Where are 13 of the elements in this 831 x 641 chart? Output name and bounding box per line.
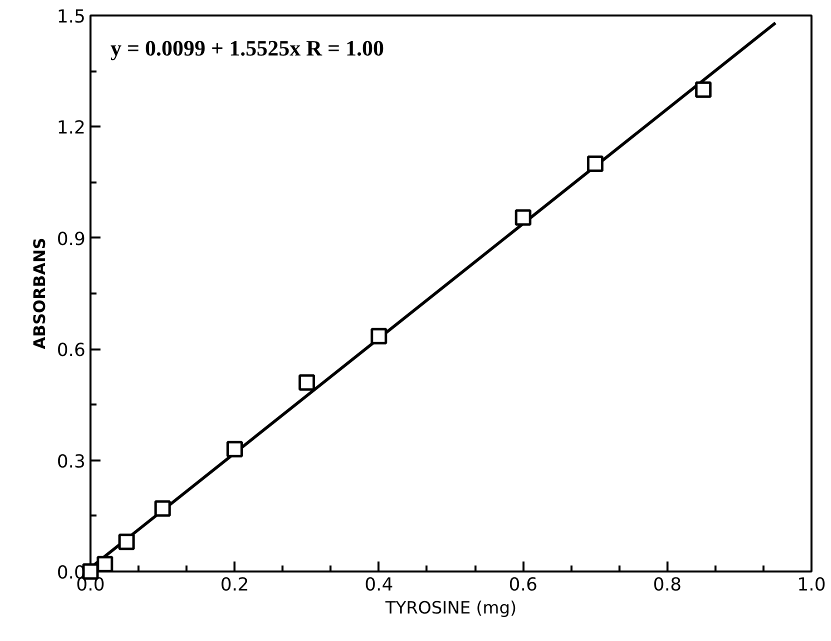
x-tick-label: 1.0 bbox=[797, 574, 826, 596]
y-tick-label: 1.5 bbox=[56, 6, 86, 28]
annotation: y = 0.0099 + 1.5525x R = 1.00 bbox=[110, 36, 384, 60]
x-tick-label: 0.6 bbox=[508, 574, 538, 596]
y-axis-title: ABSORBANS bbox=[30, 238, 49, 350]
x-axis-title: TYROSINE (mg) bbox=[384, 598, 517, 618]
x-tick-label: 0.4 bbox=[364, 574, 394, 596]
y-tick-label: 1.2 bbox=[56, 118, 86, 139]
y-tick-label: 0.3 bbox=[56, 451, 86, 472]
x-tick-label: 0.8 bbox=[652, 574, 682, 596]
x-tick-label: 0.2 bbox=[220, 574, 250, 596]
y-tick-label: 0.9 bbox=[56, 228, 86, 250]
y-tick-label: 0.6 bbox=[56, 340, 86, 362]
